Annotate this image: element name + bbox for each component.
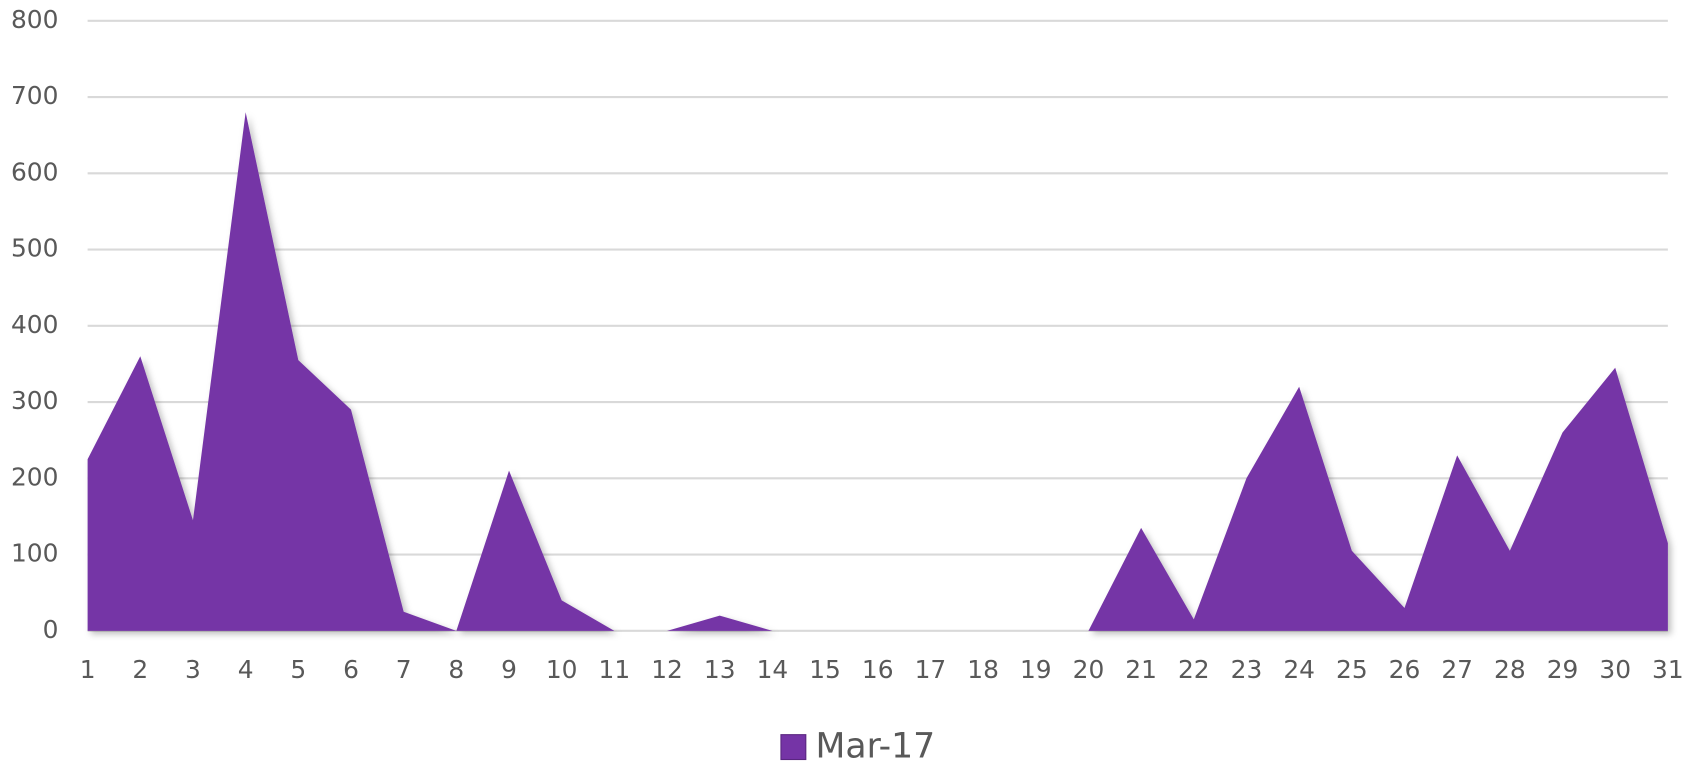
x-tick-label: 22 xyxy=(1178,655,1210,684)
x-tick-label: 30 xyxy=(1599,655,1631,684)
x-tick-label: 26 xyxy=(1389,655,1421,684)
x-tick-label: 5 xyxy=(290,655,306,684)
x-tick-label: 24 xyxy=(1283,655,1315,684)
y-tick-label: 400 xyxy=(11,310,58,339)
x-tick-label: 2 xyxy=(132,655,148,684)
y-tick-label: 600 xyxy=(11,157,58,186)
x-tick-label: 20 xyxy=(1073,655,1105,684)
x-tick-label: 31 xyxy=(1652,655,1684,684)
area xyxy=(87,112,1668,631)
x-tick-label: 17 xyxy=(915,655,947,684)
x-tick-label: 10 xyxy=(546,655,578,684)
x-tick-label: 15 xyxy=(809,655,841,684)
plot-area xyxy=(87,112,1668,631)
x-tick-label: 6 xyxy=(343,655,359,684)
x-tick-label: 9 xyxy=(501,655,517,684)
x-tick-label: 4 xyxy=(238,655,254,684)
x-tick-label: 3 xyxy=(185,655,201,684)
y-tick-label: 100 xyxy=(11,539,58,568)
x-tick-label: 1 xyxy=(80,655,96,684)
x-tick-label: 28 xyxy=(1494,655,1526,684)
y-tick-label: 0 xyxy=(43,615,59,644)
x-tick-label: 8 xyxy=(448,655,464,684)
x-tick-label: 21 xyxy=(1125,655,1157,684)
legend-label: Mar-17 xyxy=(816,727,936,763)
x-tick-label: 16 xyxy=(862,655,894,684)
y-tick-label: 700 xyxy=(11,81,58,110)
y-tick-label: 300 xyxy=(11,386,58,415)
x-tick-label: 13 xyxy=(704,655,736,684)
y-tick-label: 500 xyxy=(11,234,58,263)
x-tick-label: 25 xyxy=(1336,655,1368,684)
x-tick-label: 19 xyxy=(1020,655,1052,684)
x-tick-label: 29 xyxy=(1547,655,1579,684)
y-tick-label: 800 xyxy=(11,5,58,34)
x-tick-label: 11 xyxy=(599,655,631,684)
x-tick-label: 7 xyxy=(396,655,412,684)
x-tick-label: 27 xyxy=(1441,655,1473,684)
x-tick-label: 23 xyxy=(1231,655,1263,684)
legend-swatch xyxy=(780,734,807,761)
x-tick-label: 12 xyxy=(651,655,683,684)
y-tick-label: 200 xyxy=(11,462,58,491)
x-tick-label: 14 xyxy=(757,655,789,684)
x-tick-label: 18 xyxy=(967,655,999,684)
